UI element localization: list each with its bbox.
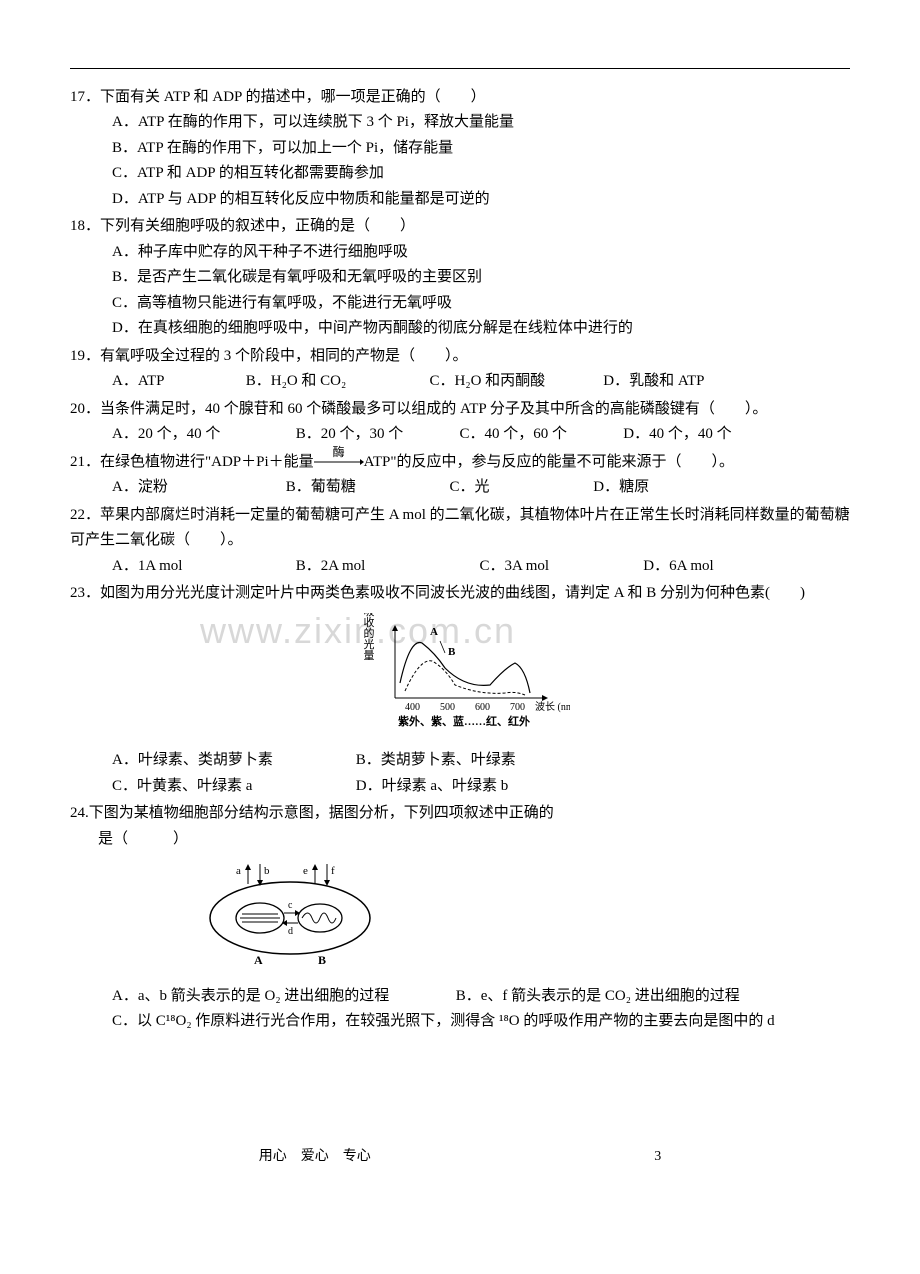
question-17: 17．下面有关 ATP 和 ADP 的描述中，哪一项是正确的（ ） A．ATP …: [70, 85, 850, 213]
q19-opt-c: C．H₂O 和丙酮酸: [430, 369, 600, 395]
q20-opt-c: C．40 个，60 个: [460, 422, 620, 448]
q24-opt-c: C．以 C¹⁸O₂ 作原料进行光合作用，在较强光照下，测得含 ¹⁸O 的呼吸作用…: [86, 1009, 850, 1035]
q19-opt-d: D．乳酸和 ATP: [603, 369, 704, 395]
question-24: 24.下图为某植物细胞部分结构示意图，据图分析，下列四项叙述中正确的 是（ ） …: [70, 801, 850, 1035]
q19-options: A．ATP B．H₂O 和 CO₂ C．H₂O 和丙酮酸 D．乳酸和 ATP: [70, 369, 850, 395]
q20-opt-d: D．40 个，40 个: [623, 422, 731, 448]
chart-ylabel-1: 吸收的光量: [362, 613, 375, 661]
q20-opt-a: A．20 个，40 个: [112, 422, 292, 448]
q24-options-row1: A．a、b 箭头表示的是 O₂ 进出细胞的过程 B．e、f 箭头表示的是 CO₂…: [70, 984, 850, 1010]
q17-opt-a: A．ATP 在酶的作用下，可以连续脱下 3 个 Pi，释放大量能量: [70, 110, 850, 136]
q18-opt-c: C．高等植物只能进行有氧呼吸，不能进行无氧呼吸: [70, 291, 850, 317]
q23-options-row1: A．叶绿素、类胡萝卜素 B．类胡萝卜素、叶绿素: [70, 748, 850, 774]
q22-options: A．1A mol B．2A mol C．3A mol D．6A mol: [70, 554, 850, 580]
svg-text:500: 500: [440, 702, 455, 713]
q17-opt-d: D．ATP 与 ADP 的相互转化反应中物质和能量都是可逆的: [70, 187, 850, 213]
q23-opt-c: C．叶黄素、叶绿素 a: [112, 774, 352, 800]
q23-stem: 23．如图为用分光光度计测定叶片中两类色素吸收不同波长光波的曲线图，请判定 A …: [70, 581, 850, 607]
q19-stem: 19．有氧呼吸全过程的 3 个阶段中，相同的产物是（ ）。: [70, 344, 850, 370]
q23-opt-d: D．叶绿素 a、叶绿素 b: [356, 774, 509, 800]
q21-options: A．淀粉 B．葡萄糖 C．光 D．糖原: [70, 475, 850, 501]
q23-chart: 吸收的光量 A B 400 500 600 700 波长 (nm) 紫外、紫、蓝…: [70, 613, 850, 743]
question-18: 18．下列有关细胞呼吸的叙述中，正确的是（ ） A．种子库中贮存的风干种子不进行…: [70, 214, 850, 342]
q17-opt-c: C．ATP 和 ADP 的相互转化都需要酶参加: [70, 161, 850, 187]
svg-text:e: e: [303, 865, 308, 877]
q21-opt-b: B．葡萄糖: [286, 475, 446, 501]
question-19: 19．有氧呼吸全过程的 3 个阶段中，相同的产物是（ ）。 A．ATP B．H₂…: [70, 344, 850, 395]
q21-opt-c: C．光: [450, 475, 590, 501]
q18-opt-a: A．种子库中贮存的风干种子不进行细胞呼吸: [70, 240, 850, 266]
svg-text:b: b: [264, 865, 270, 877]
q21-stem: 21．在绿色植物进行"ADP＋Pi＋能量酶ATP"的反应中，参与反应的能量不可能…: [70, 450, 850, 476]
svg-text:a: a: [236, 865, 241, 877]
q19-opt-b: B．H₂O 和 CO₂: [246, 369, 426, 395]
footer-text: 用心 爱心 专心: [259, 1149, 371, 1164]
question-23: 23．如图为用分光光度计测定叶片中两类色素吸收不同波长光波的曲线图，请判定 A …: [70, 581, 850, 799]
svg-text:700: 700: [510, 702, 525, 713]
question-20: 20．当条件满足时，40 个腺苷和 60 个磷酸最多可以组成的 ATP 分子及其…: [70, 397, 850, 448]
q21-opt-a: A．淀粉: [112, 475, 282, 501]
question-21: 21．在绿色植物进行"ADP＋Pi＋能量酶ATP"的反应中，参与反应的能量不可能…: [70, 450, 850, 501]
q22-opt-a: A．1A mol: [112, 554, 292, 580]
q17-stem: 17．下面有关 ATP 和 ADP 的描述中，哪一项是正确的（ ）: [70, 85, 850, 111]
svg-text:B: B: [448, 646, 456, 658]
svg-text:f: f: [331, 865, 335, 877]
enzyme-arrow: 酶: [314, 450, 364, 476]
q19-opt-a: A．ATP: [112, 369, 242, 395]
q22-stem: 22．苹果内部腐烂时消耗一定量的葡萄糖可产生 A mol 的二氧化碳，其植物体叶…: [70, 503, 850, 554]
q18-stem: 18．下列有关细胞呼吸的叙述中，正确的是（ ）: [70, 214, 850, 240]
q24-stem: 24.下图为某植物细胞部分结构示意图，据图分析，下列四项叙述中正确的: [70, 801, 850, 827]
svg-text:B: B: [318, 953, 326, 967]
svg-text:A: A: [254, 953, 263, 967]
q22-opt-b: B．2A mol: [296, 554, 476, 580]
top-rule: [70, 68, 850, 69]
q22-opt-c: C．3A mol: [480, 554, 640, 580]
q24-stem2: 是（ ）: [70, 827, 850, 853]
q21-opt-d: D．糖原: [593, 475, 649, 501]
q23-opt-a: A．叶绿素、类胡萝卜素: [112, 748, 352, 774]
q24-opt-b: B．e、f 箭头表示的是 CO₂ 进出细胞的过程: [456, 984, 740, 1010]
q18-opt-b: B．是否产生二氧化碳是有氧呼吸和无氧呼吸的主要区别: [70, 265, 850, 291]
q18-opt-d: D．在真核细胞的细胞呼吸中，中间产物丙酮酸的彻底分解是在线粒体中进行的: [70, 316, 850, 342]
q20-options: A．20 个，40 个 B．20 个，30 个 C．40 个，60 个 D．40…: [70, 422, 850, 448]
svg-text:波长 (nm): 波长 (nm): [535, 700, 570, 713]
page-number: 3: [654, 1149, 661, 1164]
svg-text:c: c: [288, 900, 293, 911]
svg-text:400: 400: [405, 702, 420, 713]
svg-text:A: A: [430, 626, 438, 638]
svg-text:600: 600: [475, 702, 490, 713]
q23-options-row2: C．叶黄素、叶绿素 a D．叶绿素 a、叶绿素 b: [70, 774, 850, 800]
q24-opt-a: A．a、b 箭头表示的是 O₂ 进出细胞的过程: [112, 984, 452, 1010]
q23-opt-b: B．类胡萝卜素、叶绿素: [356, 748, 516, 774]
question-22: 22．苹果内部腐烂时消耗一定量的葡萄糖可产生 A mol 的二氧化碳，其植物体叶…: [70, 503, 850, 580]
q20-stem: 20．当条件满足时，40 个腺苷和 60 个磷酸最多可以组成的 ATP 分子及其…: [70, 397, 850, 423]
svg-text:d: d: [288, 926, 293, 937]
q17-opt-b: B．ATP 在酶的作用下，可以加上一个 Pi，储存能量: [70, 136, 850, 162]
q22-opt-d: D．6A mol: [643, 554, 713, 580]
svg-text:紫外、紫、蓝……红、红外: 紫外、紫、蓝……红、红外: [398, 714, 530, 728]
q24-diagram: a b e f c d A B: [70, 858, 850, 978]
page-footer: 用心 爱心 专心 3: [70, 1145, 850, 1169]
